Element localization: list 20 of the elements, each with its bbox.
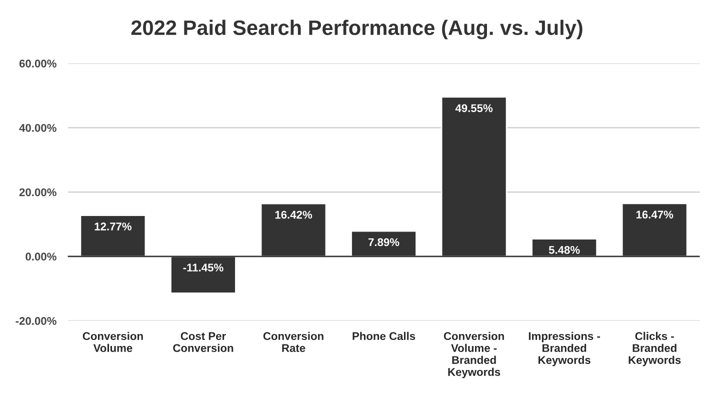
x-tick-label: Conversion Rate (263, 332, 324, 352)
x-tick-label: Impressions - Branded Keywords (528, 332, 600, 366)
data-label: 16.47% (636, 210, 674, 219)
data-label: 12.77% (94, 222, 132, 230)
x-tick-label: Clicks - Branded Keywords (628, 332, 681, 366)
x-tick-label: Conversion Volume (82, 332, 143, 352)
y-tick-label: -20.00% (16, 317, 56, 325)
data-label: 16.42% (275, 210, 312, 219)
y-tick-label: 40.00% (19, 124, 56, 132)
x-tick-label: Phone Calls (352, 332, 416, 340)
data-label: 7.89% (368, 238, 400, 246)
data-label: 5.48% (548, 246, 580, 254)
y-tick-label: 0.00% (26, 252, 56, 261)
data-label: 49.55% (455, 104, 493, 112)
y-tick-label: 20.00% (19, 188, 56, 196)
chart-title: 2022 Paid Search Performance (Aug. vs. July) (131, 20, 582, 40)
data-label: -11.45% (183, 264, 224, 272)
x-tick-label: Conversion Volume - Branded Keywords (444, 332, 504, 378)
x-tick-label: Cost Per Conversion (173, 332, 234, 352)
y-tick-label: 60.00% (19, 60, 56, 68)
